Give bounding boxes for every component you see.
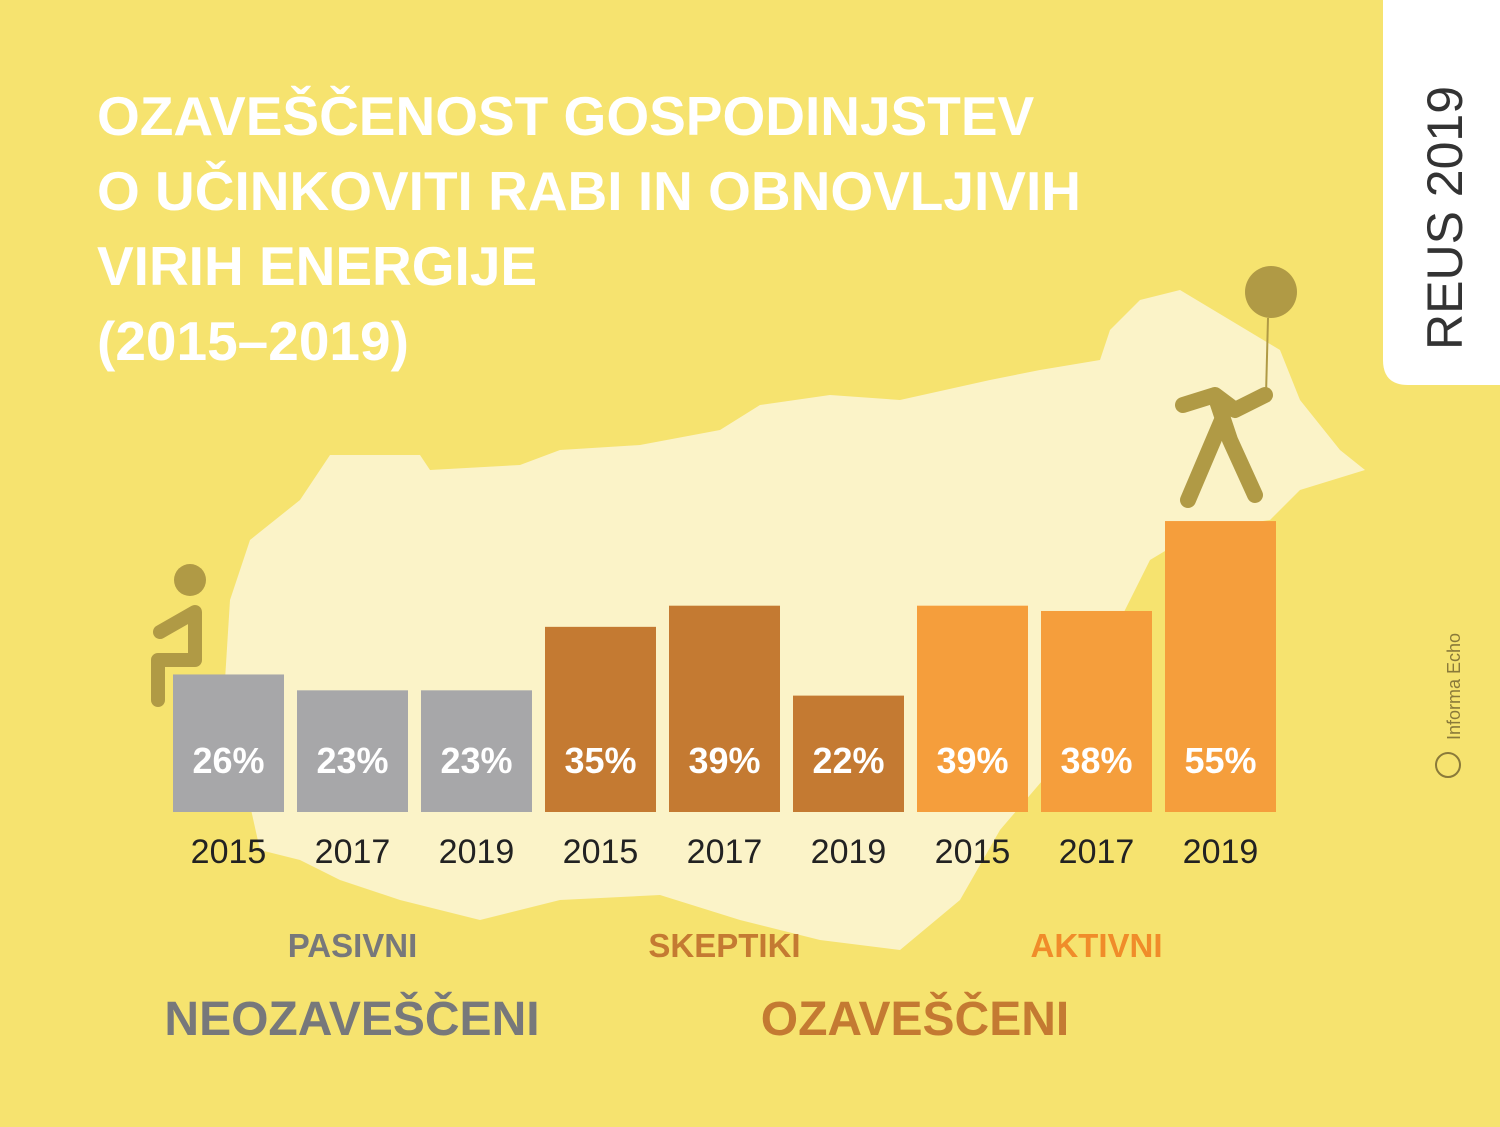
value-label: 39%	[688, 740, 760, 781]
group-label: OZAVEŠČENI	[761, 991, 1069, 1046]
title-line: (2015–2019)	[97, 310, 409, 372]
bar	[545, 626, 656, 812]
sitting-figure	[151, 564, 206, 707]
value-label: 39%	[936, 740, 1008, 781]
plot: 26% 2015 23% 2017 23% 2019 PASIVNI 35% 2015 39% 20…	[164, 521, 1276, 1046]
bar	[917, 605, 1028, 812]
legend-label: SKEPTIKI	[648, 927, 800, 964]
bar	[297, 690, 408, 812]
bar	[1165, 521, 1276, 812]
group-label: NEOZAVEŠČENI	[164, 991, 539, 1046]
x-tick-label: 2015	[563, 833, 639, 871]
x-tick-label: 2015	[935, 833, 1011, 871]
value-label: 23%	[316, 740, 388, 781]
legend-label: AKTIVNI	[1031, 927, 1163, 964]
value-label: 55%	[1184, 740, 1256, 781]
title-line: OZAVEŠČENOST GOSPODINJSTEV	[97, 85, 1035, 147]
x-tick-label: 2017	[315, 833, 391, 871]
bar	[173, 674, 284, 812]
value-label: 22%	[812, 740, 884, 781]
credit: Informa Echo	[1444, 633, 1464, 740]
bar	[1041, 610, 1152, 812]
tab-label: REUS 2019	[1417, 86, 1473, 350]
x-tick-label: 2019	[439, 833, 515, 871]
x-tick-label: 2019	[1183, 833, 1259, 871]
balloon-figure	[1175, 266, 1297, 508]
x-tick-label: 2017	[1059, 833, 1135, 871]
x-tick-label: 2015	[191, 833, 267, 871]
value-label: 23%	[440, 740, 512, 781]
x-tick-label: 2019	[811, 833, 887, 871]
title: OZAVEŠČENOST GOSPODINJSTEV O UČINKOVITI R…	[97, 85, 1081, 372]
title-line: O UČINKOVITI RABI IN OBNOVLJIVIH	[97, 160, 1081, 222]
value-label: 26%	[192, 740, 264, 781]
bar	[421, 690, 532, 812]
bar	[669, 605, 780, 812]
x-tick-label: 2017	[687, 833, 763, 871]
title-line: VIRIH ENERGIJE	[97, 235, 537, 297]
value-label: 38%	[1060, 740, 1132, 781]
credit-icon	[1435, 752, 1461, 778]
bar	[793, 695, 904, 812]
value-label: 35%	[564, 740, 636, 781]
side-tab	[1383, 0, 1500, 385]
legend-label: PASIVNI	[288, 927, 418, 964]
